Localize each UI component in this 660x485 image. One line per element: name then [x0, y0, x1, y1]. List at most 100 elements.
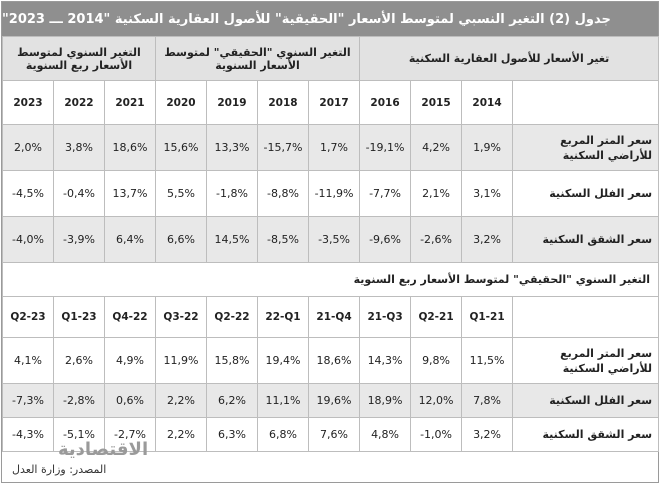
cell: 2,1% — [410, 170, 463, 217]
cell: 19,6% — [307, 383, 361, 418]
cell: -19,1% — [359, 124, 412, 171]
cell: 3,2% — [461, 417, 514, 452]
cell: 9,8% — [410, 337, 463, 384]
cell: 15,8% — [206, 337, 258, 384]
table-row: 2,0% 3,8% 18,6% 15,6% 13,3% -15,7% 1,7% … — [2, 124, 660, 171]
cell: 11,9% — [155, 337, 207, 384]
cell: -3,9% — [53, 216, 105, 263]
cell: 4,9% — [104, 337, 156, 384]
cell: 14,3% — [359, 337, 412, 384]
cell: -4,3% — [2, 417, 54, 452]
table-row: -4,0% -3,9% 6,4% 6,6% 14,5% -8,5% -3,5% … — [2, 216, 660, 263]
group-annual-real: التغير السنوي "الحقيقي" لمتوسط الأسعار ا… — [154, 36, 361, 81]
cell: -4,5% — [2, 170, 54, 217]
cell: 6,2% — [206, 383, 258, 418]
table-row: 4,1% 2,6% 4,9% 11,9% 15,8% 19,4% 18,6% 1… — [2, 337, 660, 384]
quarter-header: 21-Q3 — [359, 296, 412, 338]
cell: 6,8% — [257, 417, 309, 452]
cell: 2,2% — [155, 417, 207, 452]
table-title: جدول (2) التغير النسبي لمتوسط الأسعار "ا… — [2, 2, 658, 36]
year-header-row: 2023 2022 2021 2020 2019 2018 2017 2016 … — [2, 80, 660, 125]
quarter-header: 22-Q1 — [257, 296, 309, 338]
year-header: 2019 — [206, 80, 258, 125]
cell: 0,6% — [104, 383, 156, 418]
table-row: -7,3% -2,8% 0,6% 2,2% 6,2% 11,1% 19,6% 1… — [2, 383, 660, 418]
cell: -7,7% — [359, 170, 412, 217]
cell: 11,5% — [461, 337, 514, 384]
cell: 1,7% — [307, 124, 361, 171]
cell: 7,8% — [461, 383, 514, 418]
cell: -9,6% — [359, 216, 412, 263]
quarter-header: Q2-23 — [2, 296, 54, 338]
quarter-header-row: Q2-23 Q1-23 Q4-22 Q3-22 Q2-22 22-Q1 21-Q… — [2, 296, 660, 338]
cell: -11,9% — [307, 170, 361, 217]
cell: 2,2% — [155, 383, 207, 418]
cell: -8,8% — [257, 170, 309, 217]
cell: 3,1% — [461, 170, 514, 217]
table-row: -4,5% -0,4% 13,7% 5,5% -1,8% -8,8% -11,9… — [2, 170, 660, 217]
cell: 1,9% — [461, 124, 514, 171]
quarter-header: Q3-22 — [155, 296, 207, 338]
year-header: 2017 — [307, 80, 361, 125]
row-label: سعر الشقق السكنية — [512, 417, 660, 452]
cell: -1,8% — [206, 170, 258, 217]
cell: 6,6% — [155, 216, 207, 263]
year-header: 2022 — [53, 80, 105, 125]
source-note: المصدر: وزارة العدل — [12, 463, 107, 476]
year-header: 2016 — [359, 80, 412, 125]
cell: -3,5% — [307, 216, 361, 263]
year-header: 2023 — [2, 80, 54, 125]
cell: -0,4% — [53, 170, 105, 217]
quarter-header: Q1-21 — [461, 296, 514, 338]
year-header: 2014 — [461, 80, 514, 125]
cell: 4,1% — [2, 337, 54, 384]
group-quarterly-avg: التغير السنوي لمتوسط الأسعار ربع السنوية — [2, 36, 156, 81]
cell: 5,5% — [155, 170, 207, 217]
annual-table: التغير السنوي لمتوسط الأسعار ربع السنوية… — [1, 36, 660, 452]
cell: 18,6% — [307, 337, 361, 384]
quarter-header: 21-Q4 — [307, 296, 361, 338]
cell: -5,1% — [53, 417, 105, 452]
row-label-header — [512, 80, 660, 125]
cell: -7,3% — [2, 383, 54, 418]
quarter-header: Q2-21 — [410, 296, 463, 338]
cell: 2,6% — [53, 337, 105, 384]
quarterly-section-heading: التغير السنوي "الحقيقي" لمتوسط الأسعار ر… — [1, 262, 660, 297]
cell: 18,9% — [359, 383, 412, 418]
cell: 13,3% — [206, 124, 258, 171]
cell: -2,6% — [410, 216, 463, 263]
cell: 4,2% — [410, 124, 463, 171]
row-label: سعر الشقق السكنية — [512, 216, 660, 263]
year-header: 2018 — [257, 80, 309, 125]
quarter-header: Q1-23 — [53, 296, 105, 338]
cell: 4,8% — [359, 417, 412, 452]
cell: -1,0% — [410, 417, 463, 452]
cell: 12,0% — [410, 383, 463, 418]
cell: 7,6% — [307, 417, 361, 452]
row-label: سعر الفلل السكنية — [512, 170, 660, 217]
quarter-header: Q2-22 — [206, 296, 258, 338]
group-header-row: التغير السنوي لمتوسط الأسعار ربع السنوية… — [2, 36, 660, 81]
quarter-header: Q4-22 — [104, 296, 156, 338]
cell: -4,0% — [2, 216, 54, 263]
year-header: 2015 — [410, 80, 463, 125]
row-label: سعر المتر المربع للأراضي السكنية — [512, 337, 660, 384]
cell: 11,1% — [257, 383, 309, 418]
row-label-header — [512, 296, 660, 338]
publisher-logo: الاقتصادية — [58, 439, 149, 460]
cell: 19,4% — [257, 337, 309, 384]
year-header: 2021 — [104, 80, 156, 125]
cell: -15,7% — [257, 124, 309, 171]
cell: -2,8% — [53, 383, 105, 418]
cell: 13,7% — [104, 170, 156, 217]
cell: 3,8% — [53, 124, 105, 171]
table-title-text: جدول (2) التغير النسبي لمتوسط الأسعار "ا… — [2, 11, 611, 27]
cell: 6,3% — [206, 417, 258, 452]
cell: 2,0% — [2, 124, 54, 171]
group-price-change: تغير الأسعار للأصول العقارية السكنية — [359, 36, 660, 81]
cell: 18,6% — [104, 124, 156, 171]
cell: -8,5% — [257, 216, 309, 263]
cell: 14,5% — [206, 216, 258, 263]
table-row: -4,3% -5,1% -2,7% 2,2% 6,3% 6,8% 7,6% 4,… — [2, 417, 660, 452]
